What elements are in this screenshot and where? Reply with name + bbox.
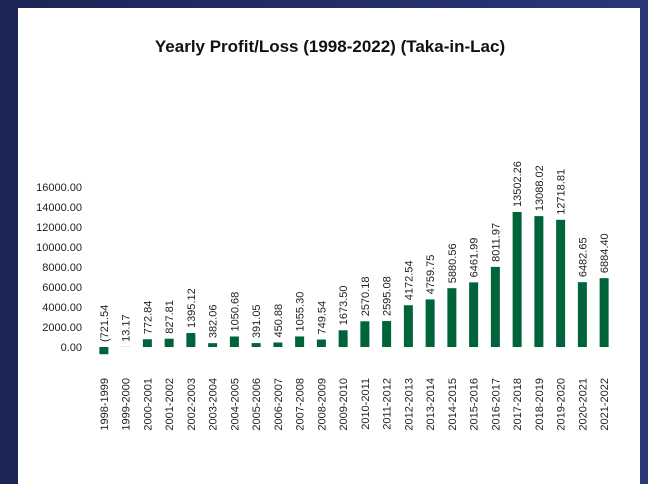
x-tick-label: 2018-2019 xyxy=(534,378,546,431)
value-label: 13502.26 xyxy=(512,161,524,207)
x-tick-label: 2015-2016 xyxy=(469,378,481,431)
bar xyxy=(164,338,174,347)
value-label: 827.81 xyxy=(164,300,176,334)
value-label: 6461.99 xyxy=(469,238,481,278)
value-label: 391.05 xyxy=(251,304,263,338)
bar xyxy=(534,216,544,347)
bar xyxy=(251,343,261,347)
value-label: 6884.40 xyxy=(599,233,611,273)
y-tick-label: 2000.00 xyxy=(42,322,82,334)
value-label: 6482.65 xyxy=(577,237,589,277)
x-tick-label: 2020-2021 xyxy=(577,378,589,431)
value-label: 4759.75 xyxy=(425,255,437,295)
bar xyxy=(316,339,326,347)
bar xyxy=(512,211,522,347)
chart-title: Yearly Profit/Loss (1998-2022) (Taka-in-… xyxy=(155,37,505,56)
bar xyxy=(490,266,500,347)
value-label: 5880.56 xyxy=(447,243,459,283)
value-label: 1395.12 xyxy=(186,288,198,328)
x-tick-label: 1998-1999 xyxy=(99,378,111,431)
y-tick-label: 16000.00 xyxy=(36,182,82,194)
value-label: 2570.18 xyxy=(360,277,372,317)
y-tick-label: 12000.00 xyxy=(36,222,82,234)
value-label: 1673.50 xyxy=(338,285,350,325)
x-tick-label: 2013-2014 xyxy=(425,378,437,431)
bar xyxy=(599,278,609,347)
value-label: 749.54 xyxy=(316,301,328,335)
x-tick-label: 2014-2015 xyxy=(447,378,459,431)
x-tick-label: 2019-2020 xyxy=(556,378,568,431)
x-tick-label: 2017-2018 xyxy=(512,378,524,431)
x-tick-label: 2012-2013 xyxy=(403,378,415,431)
bar xyxy=(382,321,392,347)
x-tick-label: 2004-2005 xyxy=(229,378,241,431)
value-label: 382.06 xyxy=(208,305,220,339)
y-tick-label: 8000.00 xyxy=(42,262,82,274)
bar xyxy=(229,336,239,347)
x-tick-label: 2011-2012 xyxy=(382,378,394,430)
value-label: 8011.97 xyxy=(490,223,502,262)
bar xyxy=(338,330,348,347)
bar xyxy=(208,343,218,347)
y-tick-label: 10000.00 xyxy=(36,242,82,254)
x-tick-label: 1999-2000 xyxy=(121,378,133,431)
bar xyxy=(186,333,196,347)
x-tick-label: 2016-2017 xyxy=(490,378,502,431)
bar xyxy=(99,347,109,355)
x-tick-label: 2010-2011 xyxy=(360,378,372,430)
value-label: 2595.08 xyxy=(382,276,394,316)
bar xyxy=(577,282,587,347)
x-tick-label: 2003-2004 xyxy=(208,378,220,431)
x-tick-label: 2002-2003 xyxy=(186,378,198,431)
bar xyxy=(142,339,152,347)
bar xyxy=(360,321,370,347)
value-label: (721.54 xyxy=(99,305,111,342)
x-tick-label: 2001-2002 xyxy=(164,378,176,431)
bar xyxy=(469,282,479,347)
value-label: 4172.54 xyxy=(403,261,415,301)
y-tick-label: 6000.00 xyxy=(42,282,82,294)
x-tick-label: 2006-2007 xyxy=(273,378,285,431)
value-label: 13088.02 xyxy=(534,165,546,211)
x-tick-label: 2008-2009 xyxy=(316,378,328,431)
value-label: 1050.68 xyxy=(229,292,241,332)
chart-area xyxy=(18,8,640,484)
x-tick-label: 2000-2001 xyxy=(142,378,154,431)
value-label: 12718.81 xyxy=(556,169,568,215)
bar xyxy=(447,288,457,347)
x-tick-label: 2005-2006 xyxy=(251,378,263,431)
bar xyxy=(403,305,413,347)
x-tick-label: 2007-2008 xyxy=(295,378,307,431)
bar xyxy=(425,299,435,347)
value-label: 450.88 xyxy=(273,304,285,338)
bar xyxy=(295,336,305,347)
x-tick-label: 2021-2022 xyxy=(599,378,611,431)
bar xyxy=(556,219,566,347)
y-tick-label: 14000.00 xyxy=(36,202,82,214)
value-label: 772.84 xyxy=(142,301,154,335)
y-tick-label: 4000.00 xyxy=(42,302,82,314)
y-tick-label: 0.00 xyxy=(61,342,82,354)
x-tick-label: 2009-2010 xyxy=(338,378,350,431)
bar xyxy=(273,342,283,347)
value-label: 1055.30 xyxy=(295,292,307,332)
value-label: 13.17 xyxy=(121,314,133,342)
